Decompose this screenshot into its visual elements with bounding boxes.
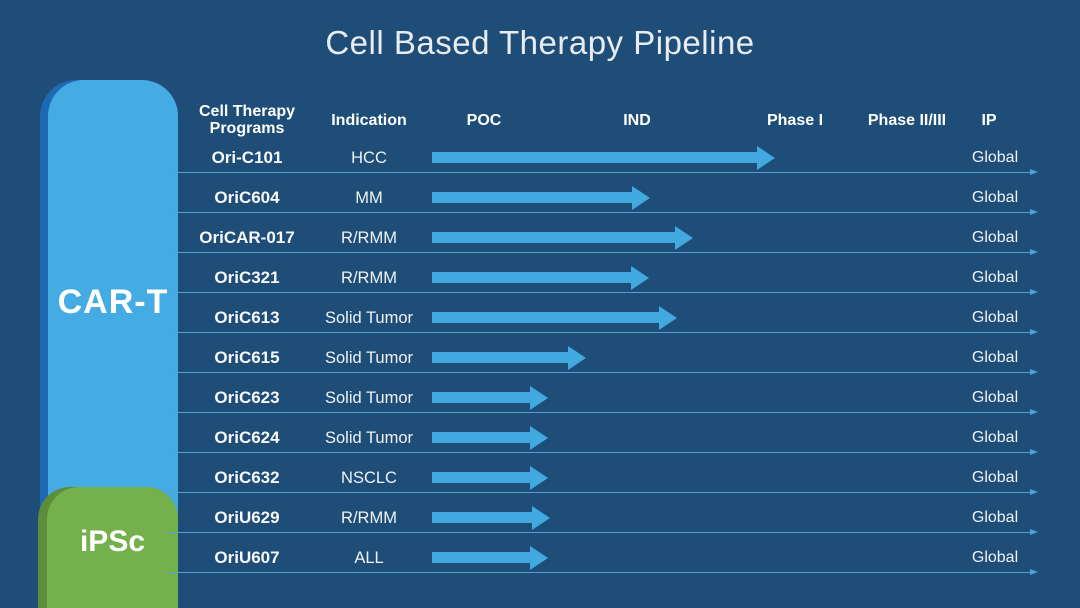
indication-label: R/RMM: [341, 269, 397, 287]
group-panel-ipsc: iPSc: [38, 487, 178, 608]
program-name: OriU607: [214, 548, 280, 567]
ipsc-panel-face: iPSc: [47, 487, 178, 608]
ip-scope-label: Global: [971, 349, 1019, 366]
program-name: OriU629: [214, 508, 280, 527]
row-separator-arrow-line: [168, 369, 1038, 375]
pipeline-row: OriC632 NSCLC Global: [0, 458, 1080, 498]
ip-scope-label: Global: [971, 309, 1019, 326]
progress-arrow: [432, 225, 693, 250]
pipeline-row: OriC604 MM Global: [0, 178, 1080, 218]
ip-scope-label: Global: [971, 149, 1019, 166]
ip-scope-label: Global: [971, 269, 1019, 286]
group-label-ipsc: iPSc: [79, 525, 146, 558]
program-name: OriC604: [214, 188, 280, 207]
indication-label: HCC: [351, 149, 387, 167]
progress-arrow: [432, 265, 649, 290]
indication-label: ALL: [354, 549, 384, 567]
row-separator-arrow-line: [168, 169, 1038, 175]
progress-arrow: [432, 305, 677, 330]
row-separator-arrow-line: [168, 209, 1038, 215]
progress-arrow: [432, 545, 548, 570]
indication-label: Solid Tumor: [324, 349, 414, 367]
indication-label: R/RMM: [341, 509, 397, 527]
progress-arrow: [432, 385, 548, 410]
ip-scope-label: Global: [971, 389, 1019, 406]
indication-label: R/RMM: [341, 229, 397, 247]
pipeline-row: OriU607 ALL Global: [0, 538, 1080, 578]
ip-scope-label: Global: [971, 469, 1019, 486]
progress-arrow: [432, 425, 548, 450]
progress-arrow: [432, 185, 650, 210]
program-name: OriCAR-017: [199, 228, 295, 247]
indication-label: NSCLC: [341, 469, 397, 487]
pipeline-row: OriC615 Solid Tumor Global: [0, 338, 1080, 378]
program-name: OriC613: [214, 308, 280, 327]
progress-arrow: [432, 345, 586, 370]
indication-label: MM: [355, 189, 383, 207]
column-header: IND: [623, 112, 651, 129]
indication-label: Solid Tumor: [324, 429, 414, 447]
pipeline-row: OriC624 Solid Tumor Global: [0, 418, 1080, 458]
row-separator-arrow-line: [168, 529, 1038, 535]
indication-label: Solid Tumor: [324, 309, 414, 327]
ip-scope-label: Global: [971, 509, 1019, 526]
program-name: Ori-C101: [211, 148, 283, 167]
ip-scope-label: Global: [971, 229, 1019, 246]
page-title: Cell Based Therapy Pipeline: [325, 24, 755, 61]
program-name: OriC624: [214, 428, 280, 447]
column-header: Cell Therapy Programs: [198, 103, 296, 137]
row-separator-arrow-line: [168, 329, 1038, 335]
program-name: OriC632: [214, 468, 280, 487]
pipeline-row: OriC613 Solid Tumor Global: [0, 298, 1080, 338]
row-separator-arrow-line: [168, 409, 1038, 415]
pipeline-row: OriU629 R/RMM Global: [0, 498, 1080, 538]
program-name: OriC615: [214, 348, 280, 367]
column-header: IP: [981, 112, 997, 129]
pipeline-row: Ori-C101 HCC Global: [0, 138, 1080, 178]
indication-label: Solid Tumor: [324, 389, 414, 407]
row-separator-arrow-line: [168, 569, 1038, 575]
pipeline-row: OriCAR-017 R/RMM Global: [0, 218, 1080, 258]
column-header: Phase I: [766, 112, 824, 129]
program-name: OriC321: [214, 268, 280, 287]
pipeline-row: OriC321 R/RMM Global: [0, 258, 1080, 298]
progress-arrow: [432, 465, 548, 490]
group-label-car-t: CAR-T: [57, 283, 169, 321]
program-name: OriC623: [214, 388, 280, 407]
ip-scope-label: Global: [971, 549, 1019, 566]
column-header: POC: [466, 112, 502, 129]
ip-scope-label: Global: [971, 189, 1019, 206]
row-separator-arrow-line: [168, 289, 1038, 295]
progress-arrow: [432, 145, 775, 170]
pipeline-row: OriC623 Solid Tumor Global: [0, 378, 1080, 418]
column-header: Phase II/III: [867, 112, 947, 129]
column-header: Indication: [331, 112, 407, 129]
progress-arrow: [432, 505, 550, 530]
row-separator-arrow-line: [168, 249, 1038, 255]
row-separator-arrow-line: [168, 449, 1038, 455]
ip-scope-label: Global: [971, 429, 1019, 446]
row-separator-arrow-line: [168, 489, 1038, 495]
